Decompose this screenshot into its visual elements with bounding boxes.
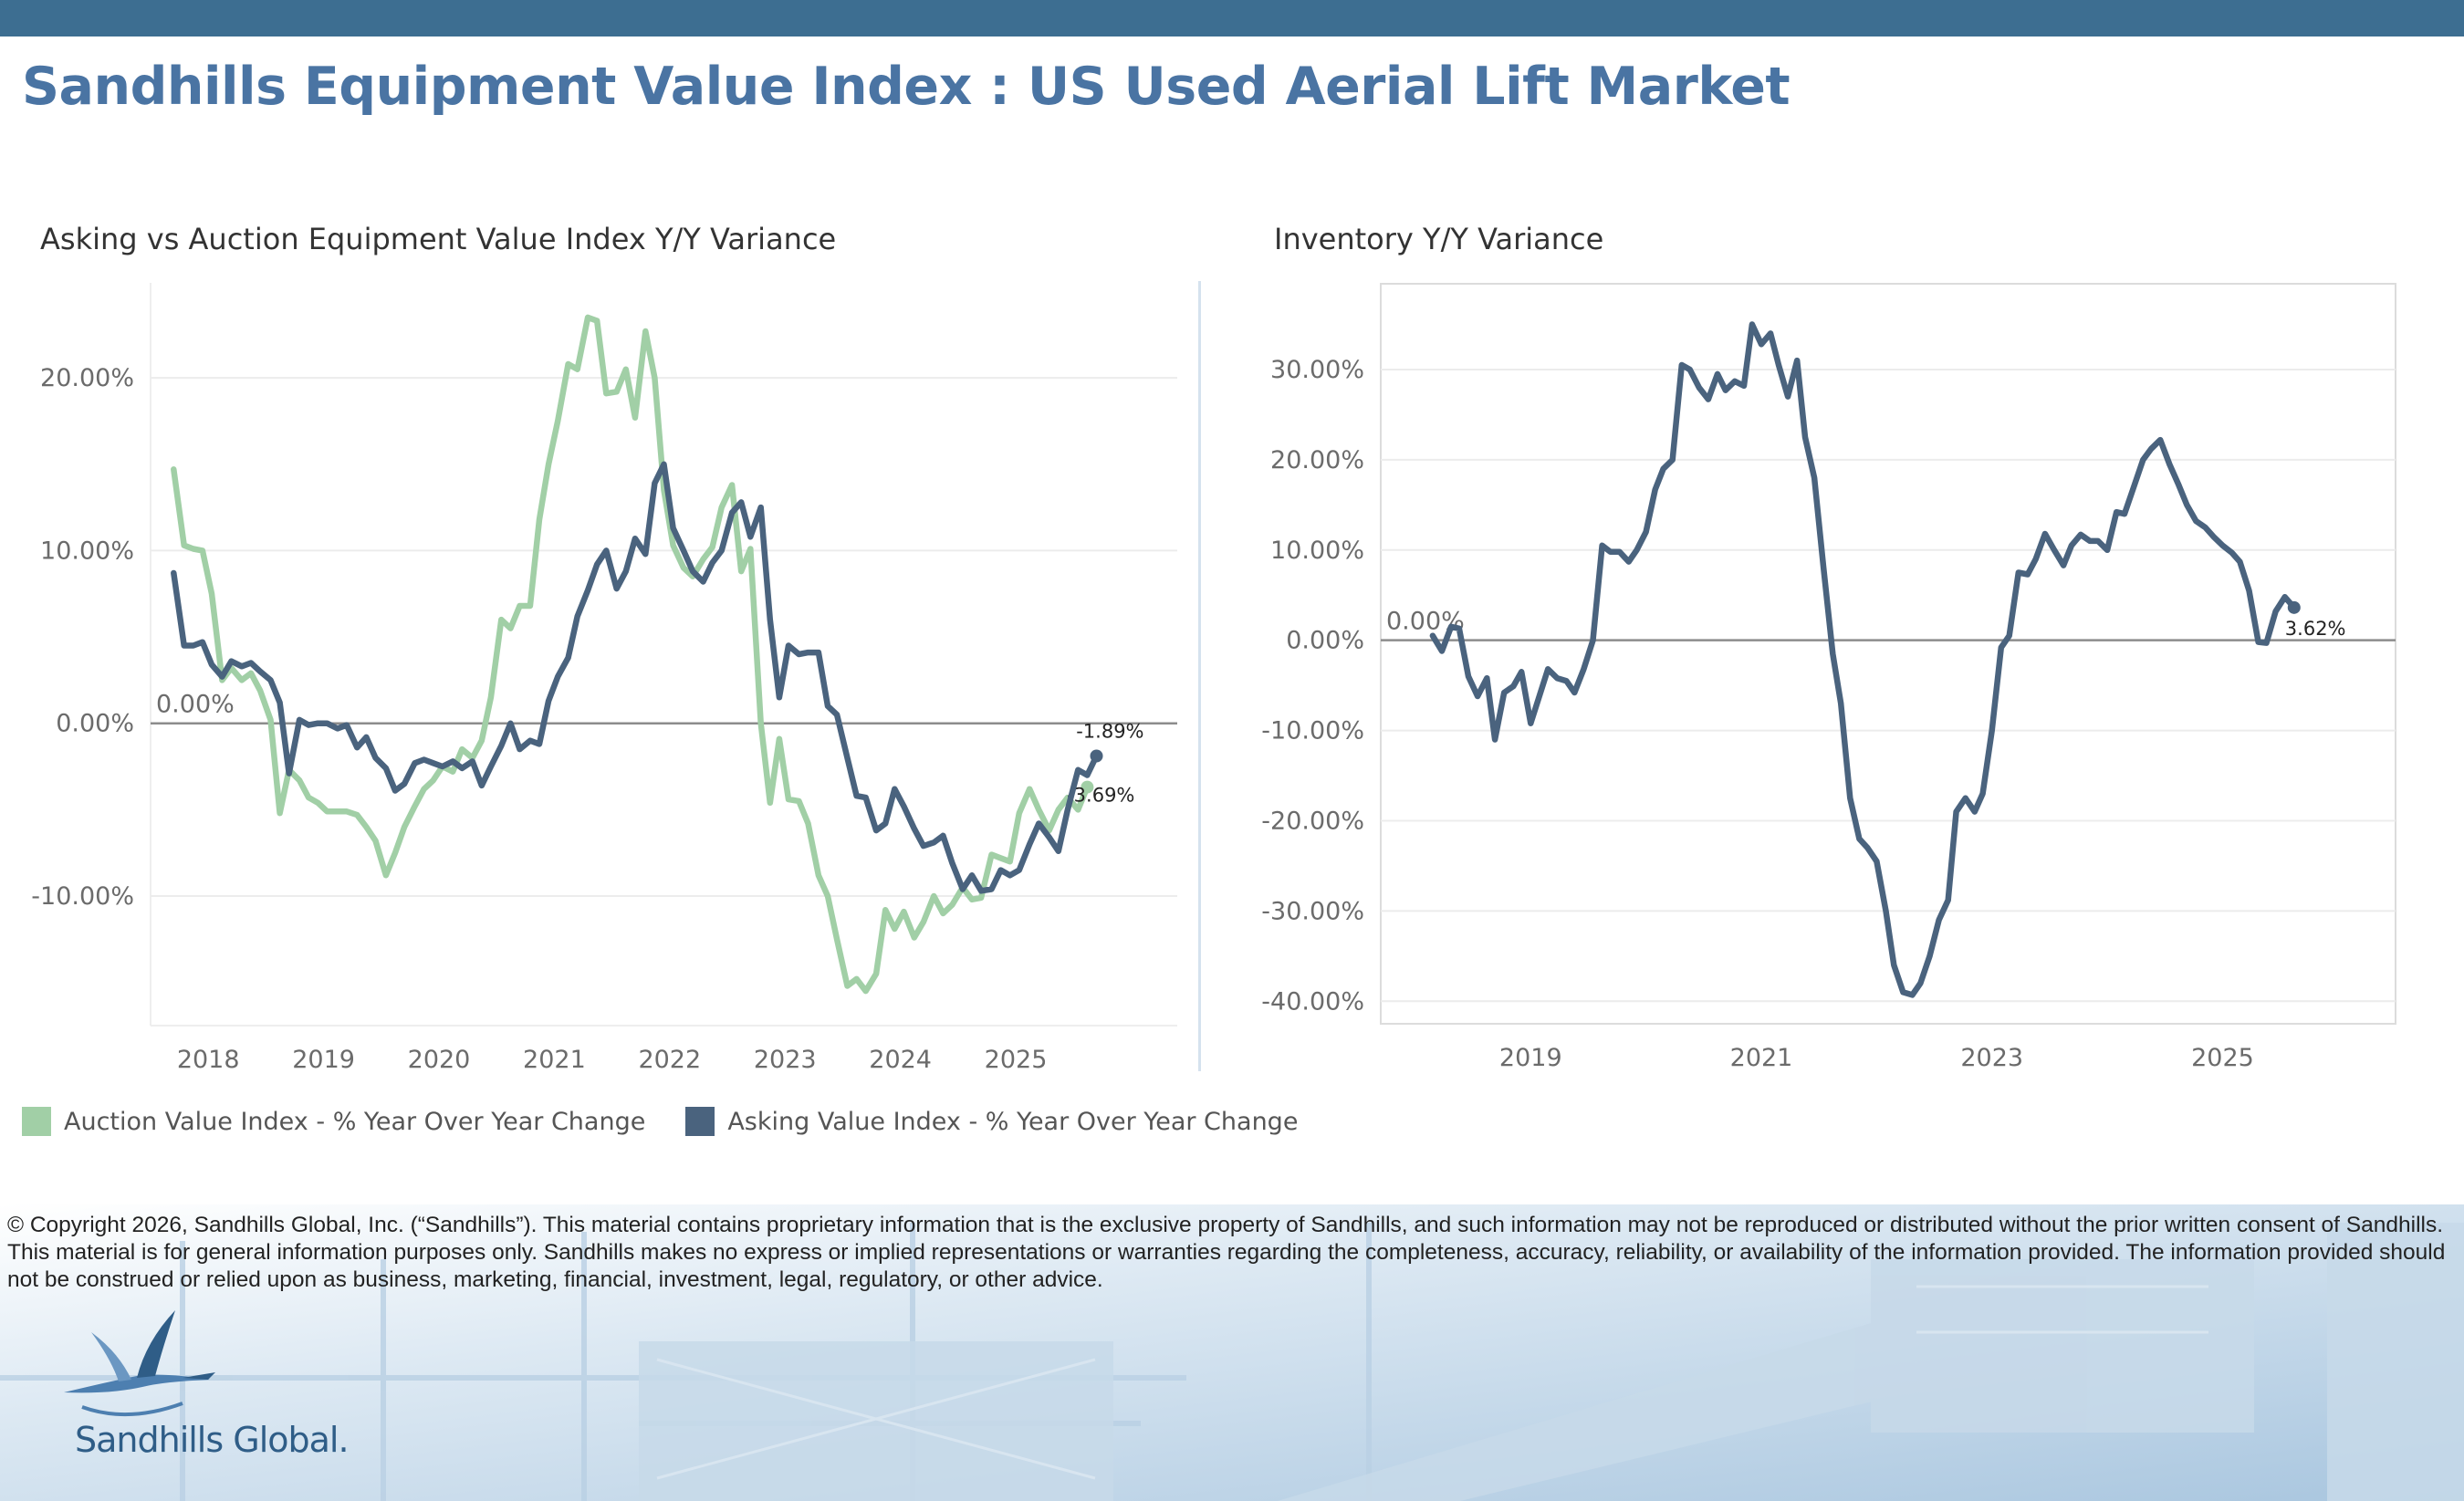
series-end-marker <box>2287 600 2301 614</box>
background-photo <box>0 1204 2464 1501</box>
y-tick-label: 0.00% <box>1286 627 1364 655</box>
x-tick-label: 2023 <box>754 1046 817 1074</box>
x-tick-label: 2024 <box>869 1046 932 1074</box>
x-tick-label: 2022 <box>638 1046 701 1074</box>
legend-item-asking: Asking Value Index - % Year Over Year Ch… <box>685 1107 1298 1136</box>
x-tick-label: 2021 <box>523 1046 586 1074</box>
x-tick-label: 2019 <box>1499 1044 1562 1072</box>
zero-reference-label: 0.00% <box>156 691 235 719</box>
top-bar <box>0 0 2464 36</box>
y-tick-label: 10.00% <box>1270 537 1364 565</box>
y-tick-label: 0.00% <box>56 710 134 738</box>
right-chart-title: Inventory Y/Y Variance <box>1274 222 1604 256</box>
series-line <box>171 314 1091 995</box>
legend-swatch-asking <box>685 1107 715 1136</box>
y-tick-label: -40.00% <box>1261 987 1364 1016</box>
legend-label-asking: Asking Value Index - % Year Over Year Ch… <box>727 1107 1299 1136</box>
y-tick-label: -10.00% <box>1261 717 1364 745</box>
plot-frame <box>1380 283 2396 1025</box>
chart-legend: Auction Value Index - % Year Over Year C… <box>22 1107 1338 1136</box>
chart-divider <box>1198 281 1201 1071</box>
crane-logo-icon <box>64 1310 215 1417</box>
legend-item-auction: Auction Value Index - % Year Over Year C… <box>22 1107 645 1136</box>
page-title: Sandhills Equipment Value Index : US Use… <box>22 57 1791 117</box>
x-tick-label: 2019 <box>292 1046 355 1074</box>
series-end-label: -1.89% <box>1076 720 1143 742</box>
series-line <box>1429 321 2298 998</box>
y-tick-label: 10.00% <box>40 537 134 565</box>
legend-swatch-auction <box>22 1107 51 1136</box>
x-tick-label: 2020 <box>408 1046 471 1074</box>
left-chart-title: Asking vs Auction Equipment Value Index … <box>40 222 837 256</box>
x-tick-label: 2023 <box>1960 1044 2023 1072</box>
y-tick-label: 20.00% <box>40 364 134 392</box>
zero-reference-label: 0.00% <box>1386 608 1465 636</box>
x-tick-label: 2018 <box>177 1046 240 1074</box>
x-tick-label: 2025 <box>985 1046 1048 1074</box>
series-end-label: -3.69% <box>1067 785 1134 807</box>
y-tick-label: -20.00% <box>1261 807 1364 835</box>
series-end-label: 3.62% <box>2285 618 2346 640</box>
y-tick-label: 30.00% <box>1270 356 1364 384</box>
y-tick-label: -30.00% <box>1261 897 1364 925</box>
value-index-chart: 20.00% 10.00% 0.00% -10.00% 2018 2019 2020 2021… <box>31 283 1177 1074</box>
legend-label-auction: Auction Value Index - % Year Over Year C… <box>64 1107 646 1136</box>
x-tick-label: 2021 <box>1730 1044 1793 1072</box>
series-line <box>171 461 1100 894</box>
y-tick-label: -10.00% <box>31 882 134 911</box>
inventory-chart: 30.00% 20.00% 10.00% 0.00% -10.00% -20.00% -30… <box>1261 283 2396 1072</box>
logo-text: Sandhills Global. <box>75 1420 350 1460</box>
x-tick-label: 2025 <box>2191 1044 2254 1072</box>
series-end-marker <box>1090 749 1103 763</box>
copyright-notice: © Copyright 2026, Sandhills Global, Inc.… <box>7 1213 2446 1292</box>
y-tick-label: 20.00% <box>1270 446 1364 474</box>
series-end-marker <box>1081 780 1094 794</box>
